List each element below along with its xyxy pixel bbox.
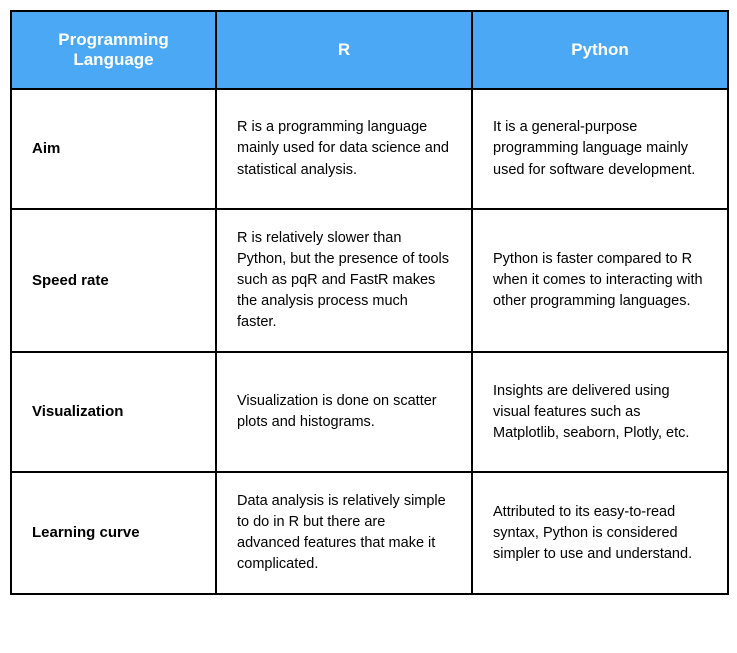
- cell-r: Visualization is done on scatter plots a…: [216, 352, 472, 472]
- table-header-row: Programming Language R Python: [11, 11, 728, 89]
- cell-python: Python is faster compared to R when it c…: [472, 209, 728, 352]
- table-row: Learning curve Data analysis is relative…: [11, 472, 728, 594]
- cell-r: Data analysis is relatively simple to do…: [216, 472, 472, 594]
- row-label: Aim: [11, 89, 216, 209]
- cell-python: Attributed to its easy-to-read syntax, P…: [472, 472, 728, 594]
- table-row: Visualization Visualization is done on s…: [11, 352, 728, 472]
- cell-python: It is a general-purpose programming lang…: [472, 89, 728, 209]
- header-cell-feature: Programming Language: [11, 11, 216, 89]
- comparison-table: Programming Language R Python Aim R is a…: [10, 10, 729, 595]
- cell-r: R is relatively slower than Python, but …: [216, 209, 472, 352]
- cell-r: R is a programming language mainly used …: [216, 89, 472, 209]
- table-row: Speed rate R is relatively slower than P…: [11, 209, 728, 352]
- table-row: Aim R is a programming language mainly u…: [11, 89, 728, 209]
- row-label: Speed rate: [11, 209, 216, 352]
- cell-python: Insights are delivered using visual feat…: [472, 352, 728, 472]
- row-label: Visualization: [11, 352, 216, 472]
- header-cell-r: R: [216, 11, 472, 89]
- row-label: Learning curve: [11, 472, 216, 594]
- header-cell-python: Python: [472, 11, 728, 89]
